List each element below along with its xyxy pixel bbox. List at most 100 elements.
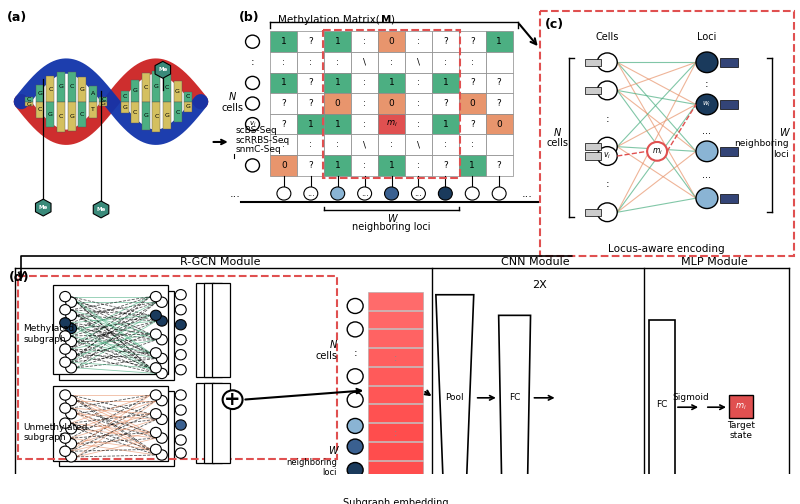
Text: :: : bbox=[250, 57, 254, 68]
Text: 0: 0 bbox=[470, 99, 475, 108]
Circle shape bbox=[150, 444, 162, 455]
Circle shape bbox=[60, 304, 70, 315]
Text: loci: loci bbox=[322, 468, 338, 477]
Text: ?: ? bbox=[309, 79, 313, 87]
Text: C: C bbox=[175, 109, 180, 114]
Bar bbox=[89, 86, 97, 102]
Circle shape bbox=[156, 368, 167, 379]
Text: G: G bbox=[175, 89, 180, 94]
Text: ?: ? bbox=[309, 99, 313, 108]
Text: Unmethylated
subgraph: Unmethylated subgraph bbox=[23, 423, 88, 442]
Bar bbox=[486, 93, 513, 114]
Text: \: \ bbox=[417, 58, 420, 67]
Text: Methylation Matrix(: Methylation Matrix( bbox=[278, 15, 380, 25]
Text: ?: ? bbox=[497, 161, 502, 170]
Bar bbox=[270, 114, 298, 135]
Text: :: : bbox=[310, 58, 312, 67]
Bar bbox=[432, 135, 458, 155]
Circle shape bbox=[358, 187, 371, 200]
Circle shape bbox=[66, 452, 77, 462]
Bar bbox=[586, 152, 602, 160]
Circle shape bbox=[175, 435, 186, 445]
Circle shape bbox=[277, 187, 291, 200]
Bar bbox=[89, 102, 97, 118]
Text: ...: ... bbox=[522, 188, 533, 199]
Polygon shape bbox=[155, 61, 170, 78]
Bar bbox=[351, 52, 378, 73]
Bar bbox=[121, 91, 129, 102]
Text: G: G bbox=[58, 84, 63, 89]
Bar bbox=[351, 31, 378, 52]
Bar bbox=[378, 52, 405, 73]
Circle shape bbox=[598, 53, 618, 72]
Polygon shape bbox=[94, 201, 109, 218]
Bar bbox=[54, 386, 168, 461]
Circle shape bbox=[175, 364, 186, 375]
Bar bbox=[486, 52, 513, 73]
Circle shape bbox=[347, 463, 363, 477]
Text: $w_i$: $w_i$ bbox=[702, 100, 711, 109]
Bar bbox=[432, 93, 458, 114]
Polygon shape bbox=[498, 316, 530, 482]
Text: G: G bbox=[101, 101, 106, 106]
Circle shape bbox=[66, 324, 77, 334]
Bar bbox=[432, 155, 458, 176]
Text: N: N bbox=[330, 340, 338, 350]
Circle shape bbox=[347, 298, 363, 313]
Text: 0: 0 bbox=[496, 119, 502, 129]
Text: ?: ? bbox=[443, 99, 448, 108]
Circle shape bbox=[175, 290, 186, 300]
Text: W: W bbox=[327, 446, 338, 456]
Text: ...: ... bbox=[361, 189, 369, 198]
Circle shape bbox=[347, 369, 363, 384]
Text: N: N bbox=[554, 128, 561, 138]
Text: ...: ... bbox=[702, 125, 711, 136]
Bar bbox=[486, 73, 513, 93]
Text: neighboring loci: neighboring loci bbox=[352, 222, 430, 232]
Bar bbox=[458, 52, 486, 73]
Text: :: : bbox=[417, 161, 420, 170]
Text: (c): (c) bbox=[545, 18, 564, 31]
Bar bbox=[212, 383, 230, 464]
Text: :: : bbox=[363, 37, 366, 46]
Text: G: G bbox=[143, 113, 148, 118]
Text: ?: ? bbox=[443, 161, 448, 170]
Text: G: G bbox=[27, 101, 32, 106]
Text: G: G bbox=[48, 112, 53, 117]
Bar bbox=[142, 74, 150, 102]
Bar bbox=[18, 276, 338, 459]
Text: 2X: 2X bbox=[532, 280, 547, 290]
Bar bbox=[486, 31, 513, 52]
Text: C: C bbox=[122, 94, 126, 99]
Circle shape bbox=[246, 159, 259, 172]
Bar bbox=[368, 310, 423, 329]
Text: :: : bbox=[417, 119, 420, 129]
Text: :: : bbox=[282, 140, 286, 149]
Text: cells: cells bbox=[222, 103, 243, 113]
Text: Methylated
subgraph: Methylated subgraph bbox=[23, 325, 74, 344]
Bar bbox=[405, 114, 432, 135]
Bar bbox=[586, 58, 602, 66]
Circle shape bbox=[647, 142, 667, 161]
Text: :: : bbox=[471, 58, 474, 67]
Bar bbox=[586, 143, 602, 150]
Text: C: C bbox=[133, 110, 138, 115]
Circle shape bbox=[598, 147, 618, 165]
Bar bbox=[324, 31, 351, 52]
Circle shape bbox=[411, 187, 426, 200]
Bar bbox=[174, 81, 182, 102]
Bar bbox=[405, 73, 432, 93]
Text: ?: ? bbox=[309, 161, 313, 170]
Bar bbox=[323, 30, 460, 177]
Bar bbox=[298, 31, 324, 52]
Text: A: A bbox=[90, 91, 95, 96]
Circle shape bbox=[156, 297, 167, 307]
Bar bbox=[57, 102, 65, 132]
Circle shape bbox=[60, 291, 70, 302]
Bar bbox=[432, 31, 458, 52]
Circle shape bbox=[150, 310, 162, 321]
Bar bbox=[121, 102, 129, 113]
Bar bbox=[368, 330, 423, 347]
Text: ?: ? bbox=[282, 99, 286, 108]
Bar bbox=[324, 52, 351, 73]
